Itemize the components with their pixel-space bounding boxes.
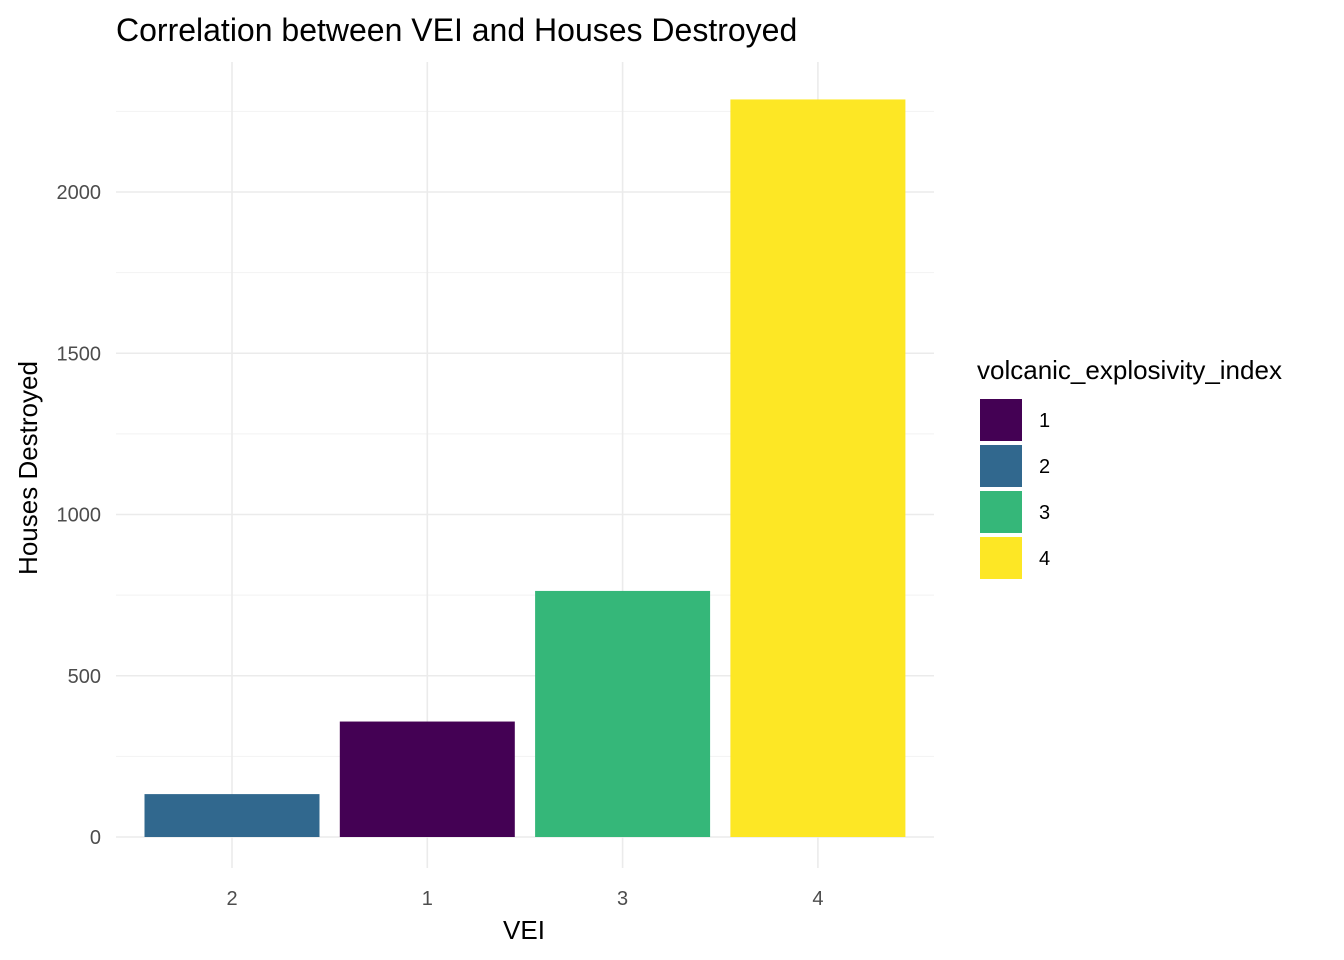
legend-swatch-4 [980,537,1022,579]
x-axis-title: VEI [503,915,545,945]
x-tick-label: 2 [226,888,237,910]
bar-1 [339,721,515,837]
y-tick-label: 2000 [57,182,102,204]
legend: volcanic_explosivity_index 1 2 3 4 [977,355,1282,579]
x-tick-label: 3 [617,888,628,910]
x-axis-ticks: 2 1 3 4 [226,888,823,910]
legend-swatch-3 [980,491,1022,533]
legend-label: 2 [1039,456,1050,478]
bars [144,99,906,837]
y-tick-label: 0 [90,827,101,849]
x-tick-label: 4 [812,888,823,910]
y-axis-title: Houses Destroyed [13,361,43,575]
y-axis-ticks: 0 500 1000 1500 2000 [57,182,102,849]
legend-label: 4 [1039,548,1050,570]
bar-4 [730,99,906,837]
legend-label: 3 [1039,502,1050,524]
legend-swatch-2 [980,445,1022,487]
legend-swatch-1 [980,399,1022,441]
bar-2 [144,794,320,837]
y-tick-label: 1000 [57,505,102,527]
x-tick-label: 1 [422,888,433,910]
bar-3 [535,590,711,837]
chart-title: Correlation between VEI and Houses Destr… [116,12,797,48]
y-tick-label: 1500 [57,343,102,365]
y-tick-label: 500 [68,666,101,688]
legend-title: volcanic_explosivity_index [977,355,1282,385]
legend-label: 1 [1039,410,1050,432]
